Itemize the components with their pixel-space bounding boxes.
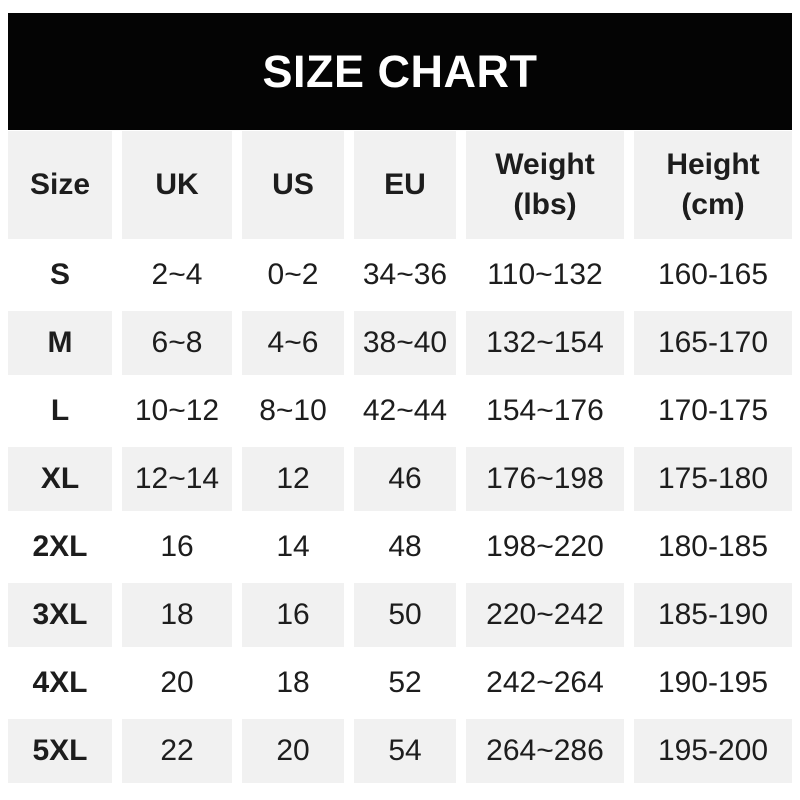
- table-cell: 198~220: [486, 530, 604, 564]
- table-cell: 4~6: [242, 311, 344, 375]
- table-cell: 16: [160, 530, 194, 564]
- table-cell: 160-165: [657, 258, 769, 292]
- column-header-size: Size: [8, 131, 112, 239]
- table-cell: 242~264: [486, 666, 604, 700]
- column-header-uk: UK: [122, 131, 232, 239]
- size-row-label: 4XL: [32, 666, 88, 700]
- table-cell: 6~8: [122, 311, 232, 375]
- table-cell: 18: [276, 666, 310, 700]
- column-header-us: US: [242, 131, 344, 239]
- table-cell: 170-175: [657, 394, 769, 428]
- table-cell: 154~176: [486, 394, 604, 428]
- column-header-eu: EU: [354, 131, 456, 239]
- table-cell: 12: [242, 447, 344, 511]
- table-cell: 48: [388, 530, 422, 564]
- page-title: SIZE CHART: [262, 45, 538, 97]
- size-table: Size UK US EU Weight (lbs) Height (cm) S…: [8, 131, 792, 783]
- table-cell: 54: [354, 719, 456, 783]
- table-cell: 20: [160, 666, 194, 700]
- table-cell: 14: [276, 530, 310, 564]
- column-header-weight: Weight (lbs): [466, 131, 624, 239]
- size-row-label: 2XL: [32, 530, 88, 564]
- table-cell: 165-170: [634, 311, 792, 375]
- table-cell: 220~242: [466, 583, 624, 647]
- table-cell: 18: [122, 583, 232, 647]
- table-cell: 42~44: [362, 394, 448, 428]
- table-cell: 8~10: [259, 394, 327, 428]
- table-cell: 176~198: [466, 447, 624, 511]
- table-cell: 110~132: [487, 258, 603, 292]
- size-row-label: XL: [8, 447, 112, 511]
- table-cell: 264~286: [466, 719, 624, 783]
- table-cell: 0~2: [267, 258, 319, 292]
- table-cell: 10~12: [134, 394, 220, 428]
- table-cell: 52: [388, 666, 422, 700]
- column-header-height: Height (cm): [634, 131, 792, 239]
- table-cell: 38~40: [354, 311, 456, 375]
- table-cell: 12~14: [122, 447, 232, 511]
- table-cell: 180-185: [657, 530, 769, 564]
- table-cell: 16: [242, 583, 344, 647]
- table-cell: 22: [122, 719, 232, 783]
- table-cell: 190-195: [657, 666, 769, 700]
- table-cell: 34~36: [362, 258, 448, 292]
- title-banner: SIZE CHART: [8, 13, 792, 130]
- size-row-label: M: [8, 311, 112, 375]
- table-cell: 2~4: [151, 258, 203, 292]
- table-cell: 175-180: [634, 447, 792, 511]
- table-cell: 185-190: [634, 583, 792, 647]
- table-cell: 46: [354, 447, 456, 511]
- size-row-label: S: [49, 258, 70, 292]
- size-row-label: 3XL: [8, 583, 112, 647]
- size-row-label: 5XL: [8, 719, 112, 783]
- table-cell: 50: [354, 583, 456, 647]
- size-row-label: L: [50, 394, 70, 428]
- table-cell: 20: [242, 719, 344, 783]
- table-cell: 132~154: [466, 311, 624, 375]
- table-cell: 195-200: [634, 719, 792, 783]
